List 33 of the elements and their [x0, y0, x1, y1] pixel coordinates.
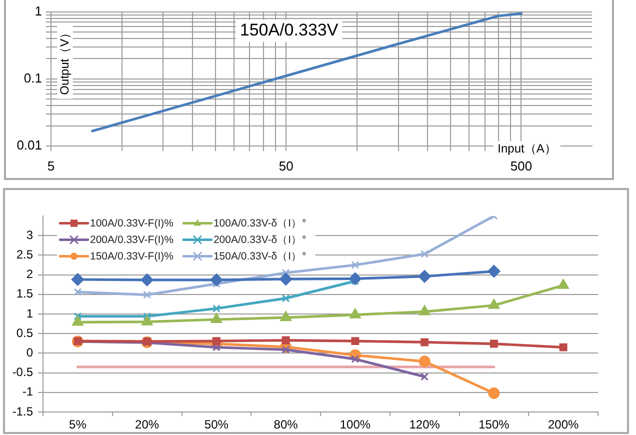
- y-tick-label: -1: [22, 384, 34, 399]
- y-tick-label: 0: [26, 346, 34, 360]
- y-tick-label: 0.5: [16, 326, 34, 340]
- x-tick-label: 100%: [340, 418, 371, 432]
- legend-label: 100A/0.33V-δ（I）°: [213, 218, 306, 230]
- legend-label: 100A/0.33V-F(I)%: [90, 218, 174, 230]
- legend-label: 200A/0.33V-F(I)%: [90, 234, 174, 246]
- legend-label: 150A/0.33V-F(I)%: [90, 250, 174, 263]
- x-tick-label: 200%: [548, 418, 579, 432]
- y-tick-label: 0.1: [24, 70, 42, 86]
- y-axis-title: Output（V）: [57, 26, 72, 95]
- x-tick-label: 20%: [135, 418, 160, 432]
- y-tick-label: 2.5: [16, 248, 34, 262]
- legend-label: 200A/0.33V-δ（I）°: [213, 234, 306, 246]
- y-tick-label: 0.01: [16, 138, 42, 153]
- y-tick-label: -1.5: [12, 404, 34, 418]
- x-axis-title: Input（A）: [498, 141, 556, 156]
- x-tick-label: 500: [510, 158, 532, 174]
- y-tick-label: 2: [26, 267, 34, 282]
- y-tick-label: 3: [26, 228, 34, 242]
- x-tick-label: 5%: [69, 418, 87, 432]
- x-tick-label: 80%: [274, 418, 298, 432]
- x-tick-label: 50%: [204, 418, 229, 432]
- y-tick-label: -0.5: [12, 365, 34, 380]
- legend-label: 150A/0.33V-δ（I）°: [213, 250, 306, 263]
- x-tick-label: 50: [278, 158, 294, 174]
- y-tick-label: 1.5: [16, 286, 34, 301]
- text: 150A/0.333V: [240, 20, 339, 40]
- x-tick-label: 5: [47, 158, 55, 174]
- y-tick-label: 1: [34, 3, 42, 18]
- x-tick-label: 120%: [409, 418, 440, 432]
- x-tick-label: 150%: [478, 418, 510, 432]
- y-tick-label: 1: [26, 306, 34, 320]
